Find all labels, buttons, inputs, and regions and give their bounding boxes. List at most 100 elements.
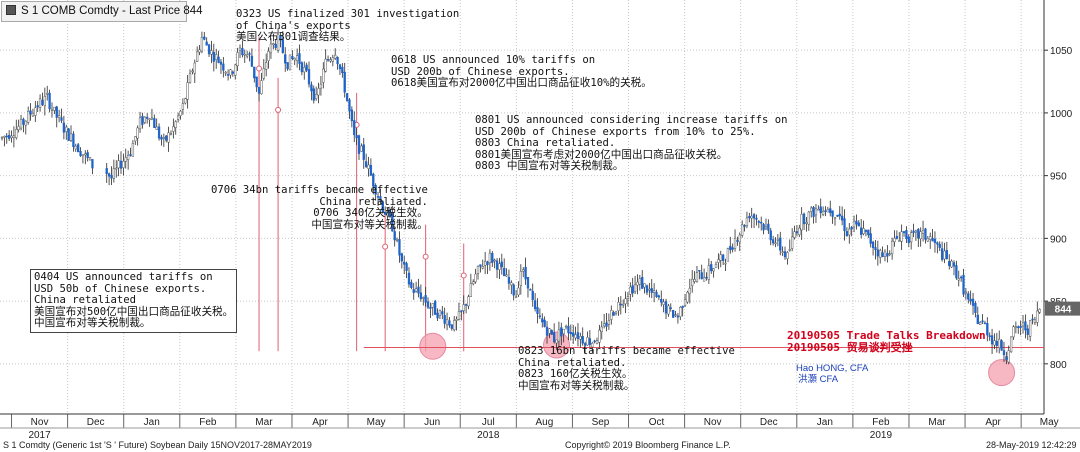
candle-down <box>641 276 644 289</box>
candle-up <box>610 310 613 320</box>
candle-down <box>436 312 439 319</box>
candle-down <box>657 295 661 298</box>
candle-down <box>924 228 927 240</box>
annotation-line: 中国宣布对等关税制裁。 <box>518 379 635 392</box>
candle-up <box>186 82 189 100</box>
annotation-trade-talks: 20190505 Trade Talks Breakdown 20190505 贸… <box>787 330 986 353</box>
candle-up <box>776 238 780 241</box>
candle-up <box>293 58 296 61</box>
candle-down <box>376 196 380 198</box>
candle-up <box>317 88 320 96</box>
candle-down <box>357 135 361 154</box>
x-tick-label: Dec <box>87 417 105 428</box>
candle-up <box>262 68 265 79</box>
candle-down <box>350 109 354 122</box>
candle-down <box>372 173 375 187</box>
series-toggle-icon[interactable] <box>6 5 16 15</box>
candle-up <box>27 110 30 123</box>
candle-up <box>15 129 18 138</box>
candle-down <box>588 338 592 345</box>
candle-down <box>248 53 251 55</box>
last-price-tag <box>1045 301 1080 316</box>
candle-down <box>802 213 806 225</box>
candle-up <box>162 137 165 139</box>
chart-header[interactable]: S 1 COMB Comdty - Last Price 844 <box>1 1 203 22</box>
x-year-label: 2018 <box>477 430 500 441</box>
candle-up <box>198 49 201 53</box>
annotation-line: 中国宣布对等关税制裁。 <box>311 218 428 231</box>
candle-up <box>467 296 470 307</box>
candle-down <box>612 312 615 316</box>
candle-up <box>719 254 722 261</box>
footer-source: S 1 Comdty (Generic 1st 'S ' Future) Soy… <box>3 440 312 450</box>
candle-down <box>795 231 799 234</box>
candle-down <box>479 264 482 267</box>
candle-down <box>253 66 256 79</box>
candle-up <box>386 210 389 217</box>
candle-down <box>343 71 346 93</box>
candle-down <box>398 239 401 256</box>
candle-down <box>983 322 987 325</box>
candle-down <box>381 201 384 212</box>
candle-up <box>267 51 270 61</box>
candle-up <box>979 322 982 325</box>
candle-down <box>850 226 853 230</box>
candle-down <box>222 63 225 71</box>
candle-up <box>624 298 627 305</box>
candle-up <box>150 117 154 120</box>
candle-up <box>1007 350 1010 363</box>
candle-up <box>600 326 603 332</box>
candle-down <box>464 304 468 306</box>
candle-down <box>424 295 427 303</box>
candle-down <box>412 289 415 293</box>
candle-down <box>5 135 8 138</box>
candle-down <box>881 252 884 257</box>
candle-up <box>898 240 901 242</box>
candle-up <box>557 329 561 342</box>
candle-up <box>124 157 127 162</box>
candle-down <box>874 247 877 250</box>
candle-up <box>172 126 175 132</box>
candle-down <box>110 175 113 179</box>
candle-up <box>622 303 625 306</box>
author-name: Hao HONG, CFA <box>796 363 869 374</box>
candle-down <box>7 134 11 139</box>
candle-up <box>805 221 808 224</box>
candle-down <box>310 84 313 92</box>
candle-up <box>74 145 77 150</box>
candle-down <box>226 74 230 76</box>
candle-up <box>814 208 818 216</box>
candle-down <box>441 311 444 315</box>
candle-down <box>279 35 282 41</box>
chart-title: S 1 COMB Comdty - Last Price 844 <box>21 5 203 17</box>
candle-down <box>338 64 342 70</box>
candle-down <box>312 88 315 101</box>
x-tick-label: Mar <box>255 417 273 428</box>
candle-up <box>155 126 158 130</box>
candle-up <box>184 98 187 104</box>
candle-up <box>950 260 953 268</box>
candle-down <box>434 300 437 315</box>
candle-down <box>284 54 287 64</box>
candle-up <box>0 136 4 139</box>
candle-up <box>65 126 68 132</box>
candle-down <box>450 324 453 329</box>
candle-up <box>210 50 213 55</box>
candle-down <box>298 53 301 64</box>
candle-down <box>762 223 765 231</box>
candle-up <box>236 52 239 67</box>
candle-down <box>945 250 949 260</box>
candle-up <box>1012 326 1015 338</box>
candle-down <box>541 318 544 323</box>
candle-up <box>505 274 508 277</box>
annotation-line: 0801美国宣布考虑对2000亿中国出口商品征收关税。 <box>475 148 728 161</box>
annotation-line: 0618 US announced 10% tariffs on <box>391 54 596 66</box>
annotation-line: 美国宣布对500亿中国出口商品征收关税。 <box>34 305 234 318</box>
x-tick-label: Nov <box>704 417 722 428</box>
candle-down <box>353 120 356 136</box>
candle-up <box>848 228 851 236</box>
candle-down <box>307 69 311 85</box>
candle-down <box>605 322 608 327</box>
candle-up <box>750 215 753 219</box>
candle-up <box>215 54 218 60</box>
